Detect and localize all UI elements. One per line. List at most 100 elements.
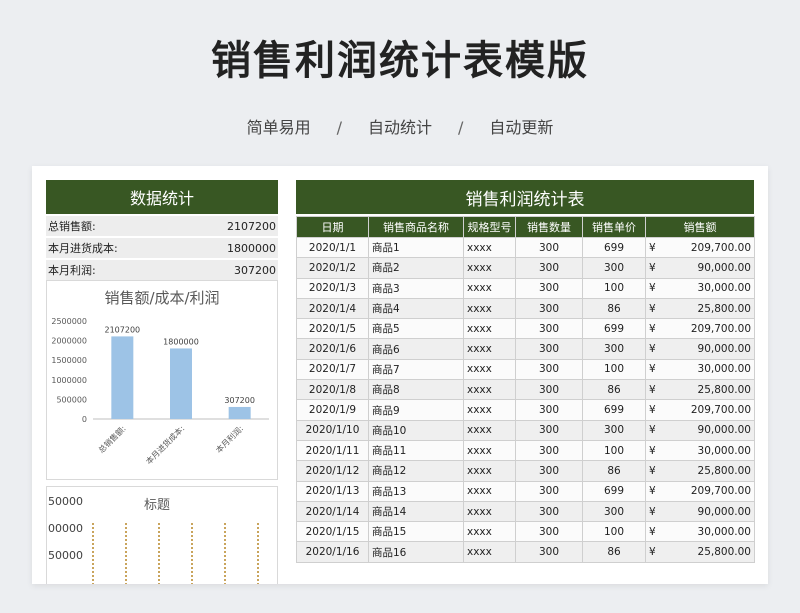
cell-amount[interactable]: ¥90,000.00: [645, 338, 755, 360]
cell-spec[interactable]: xxxx: [463, 318, 516, 340]
cell-spec[interactable]: xxxx: [463, 277, 516, 299]
cell-product[interactable]: 商品5: [368, 318, 464, 340]
cell-quantity[interactable]: 300: [515, 460, 583, 482]
column-header-product[interactable]: 销售商品名称: [368, 216, 464, 238]
cell-quantity[interactable]: 300: [515, 399, 583, 421]
cell-price[interactable]: 100: [582, 521, 646, 543]
cell-date[interactable]: 2020/1/4: [296, 297, 369, 320]
cell-date[interactable]: 2020/1/10: [296, 419, 369, 441]
cell-amount[interactable]: ¥90,000.00: [645, 419, 755, 441]
cell-amount[interactable]: ¥30,000.00: [645, 521, 755, 543]
cell-product[interactable]: 商品2: [368, 257, 464, 279]
sales-cost-profit-chart[interactable]: 销售额/成本/利润 2500000 2000000 1500000 1000000 500…: [46, 280, 278, 480]
cell-product[interactable]: 商品8: [368, 379, 464, 401]
cell-amount[interactable]: ¥25,800.00: [645, 379, 755, 401]
column-header-price[interactable]: 销售单价: [582, 216, 646, 238]
cell-amount[interactable]: ¥30,000.00: [645, 277, 755, 299]
cell-product[interactable]: 商品11: [368, 439, 464, 462]
cell-spec[interactable]: xxxx: [463, 521, 516, 543]
cell-quantity[interactable]: 300: [515, 236, 583, 259]
cell-date[interactable]: 2020/1/15: [296, 521, 369, 543]
cell-date[interactable]: 2020/1/3: [296, 277, 369, 299]
cell-price[interactable]: 86: [582, 297, 646, 320]
cell-product[interactable]: 商品12: [368, 460, 464, 482]
cell-amount[interactable]: ¥209,700.00: [645, 399, 755, 421]
cell-price[interactable]: 699: [582, 236, 646, 259]
cell-date[interactable]: 2020/1/6: [296, 338, 369, 360]
cell-product[interactable]: 商品14: [368, 500, 464, 523]
cell-amount[interactable]: ¥209,700.00: [645, 236, 755, 259]
cell-quantity[interactable]: 300: [515, 257, 583, 279]
cell-price[interactable]: 300: [582, 419, 646, 441]
cell-product[interactable]: 商品16: [368, 541, 464, 563]
cell-price[interactable]: 86: [582, 379, 646, 401]
cell-amount[interactable]: ¥25,800.00: [645, 541, 755, 563]
cell-price[interactable]: 86: [582, 541, 646, 563]
cell-quantity[interactable]: 300: [515, 439, 583, 462]
cell-quantity[interactable]: 300: [515, 500, 583, 523]
cell-quantity[interactable]: 300: [515, 419, 583, 441]
cell-quantity[interactable]: 300: [515, 297, 583, 320]
cell-price[interactable]: 300: [582, 257, 646, 279]
cell-spec[interactable]: xxxx: [463, 439, 516, 462]
cell-product[interactable]: 商品10: [368, 419, 464, 441]
cell-date[interactable]: 2020/1/16: [296, 541, 369, 563]
column-header-date[interactable]: 日期: [296, 216, 369, 238]
cell-amount[interactable]: ¥30,000.00: [645, 358, 755, 381]
cell-date[interactable]: 2020/1/1: [296, 236, 369, 259]
cell-date[interactable]: 2020/1/9: [296, 399, 369, 421]
stats-header[interactable]: 数据统计: [46, 180, 278, 214]
cell-quantity[interactable]: 300: [515, 480, 583, 502]
cell-date[interactable]: 2020/1/14: [296, 500, 369, 523]
cell-product[interactable]: 商品13: [368, 480, 464, 502]
cell-spec[interactable]: xxxx: [463, 236, 516, 259]
cell-price[interactable]: 300: [582, 338, 646, 360]
cell-quantity[interactable]: 300: [515, 541, 583, 563]
cell-spec[interactable]: xxxx: [463, 379, 516, 401]
cell-amount[interactable]: ¥209,700.00: [645, 480, 755, 502]
cell-amount[interactable]: ¥209,700.00: [645, 318, 755, 340]
cell-spec[interactable]: xxxx: [463, 338, 516, 360]
cell-spec[interactable]: xxxx: [463, 419, 516, 441]
cell-price[interactable]: 699: [582, 480, 646, 502]
secondary-chart[interactable]: 标题 250000 200000 150000: [41, 486, 278, 584]
cell-date[interactable]: 2020/1/5: [296, 318, 369, 340]
cell-product[interactable]: 商品6: [368, 338, 464, 360]
cell-spec[interactable]: xxxx: [463, 297, 516, 320]
column-header-quantity[interactable]: 销售数量: [515, 216, 583, 238]
cell-amount[interactable]: ¥30,000.00: [645, 439, 755, 462]
cell-spec[interactable]: xxxx: [463, 460, 516, 482]
cell-price[interactable]: 100: [582, 277, 646, 299]
cell-amount[interactable]: ¥90,000.00: [645, 500, 755, 523]
cell-quantity[interactable]: 300: [515, 338, 583, 360]
cell-quantity[interactable]: 300: [515, 521, 583, 543]
table-title[interactable]: 销售利润统计表: [296, 180, 754, 214]
cell-date[interactable]: 2020/1/7: [296, 358, 369, 381]
cell-amount[interactable]: ¥25,800.00: [645, 460, 755, 482]
cell-quantity[interactable]: 300: [515, 318, 583, 340]
cell-product[interactable]: 商品1: [368, 236, 464, 259]
cell-spec[interactable]: xxxx: [463, 358, 516, 381]
cell-price[interactable]: 300: [582, 500, 646, 523]
cell-date[interactable]: 2020/1/2: [296, 257, 369, 279]
cell-date[interactable]: 2020/1/11: [296, 439, 369, 462]
stats-row-total-sales[interactable]: 总销售额: 2107200: [46, 216, 278, 237]
cell-spec[interactable]: xxxx: [463, 399, 516, 421]
cell-spec[interactable]: xxxx: [463, 500, 516, 523]
stats-row-profit[interactable]: 本月利润: 307200: [46, 260, 278, 281]
cell-date[interactable]: 2020/1/8: [296, 379, 369, 401]
cell-quantity[interactable]: 300: [515, 358, 583, 381]
cell-price[interactable]: 100: [582, 358, 646, 381]
column-header-spec[interactable]: 规格型号: [463, 216, 516, 238]
cell-date[interactable]: 2020/1/12: [296, 460, 369, 482]
cell-spec[interactable]: xxxx: [463, 480, 516, 502]
cell-price[interactable]: 86: [582, 460, 646, 482]
cell-product[interactable]: 商品3: [368, 277, 464, 299]
cell-quantity[interactable]: 300: [515, 379, 583, 401]
cell-amount[interactable]: ¥25,800.00: [645, 297, 755, 320]
cell-product[interactable]: 商品4: [368, 297, 464, 320]
cell-price[interactable]: 699: [582, 318, 646, 340]
cell-product[interactable]: 商品9: [368, 399, 464, 421]
cell-amount[interactable]: ¥90,000.00: [645, 257, 755, 279]
column-header-amount[interactable]: 销售额: [645, 216, 755, 238]
